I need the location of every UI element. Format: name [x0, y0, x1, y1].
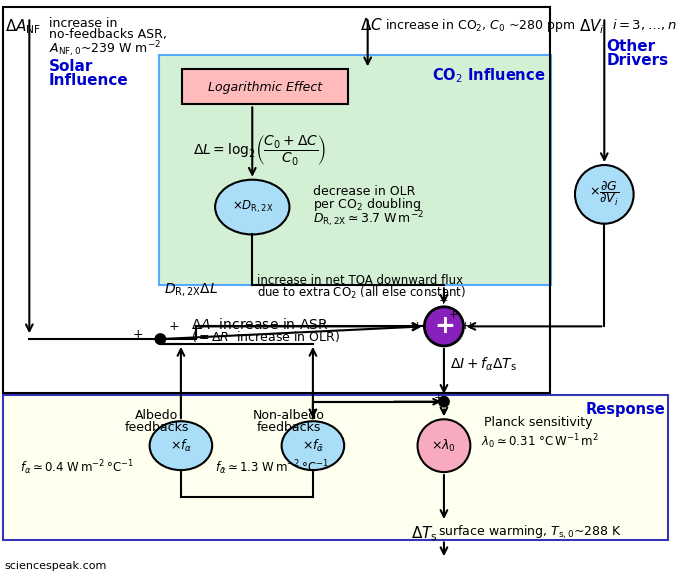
Text: $D_{\rm R,2X}\simeq3.7\ \rm W\,m^{-2}$: $D_{\rm R,2X}\simeq3.7\ \rm W\,m^{-2}$ [313, 209, 424, 229]
Text: $\lambda_0\simeq0.31\ \rm °C\,W^{-1}\,m^2$: $\lambda_0\simeq0.31\ \rm °C\,W^{-1}\,m^… [481, 432, 599, 450]
Text: Response: Response [585, 401, 665, 416]
Text: $\times\lambda_0$: $\times\lambda_0$ [431, 438, 456, 454]
Text: $\Delta A$  increase in ASR: $\Delta A$ increase in ASR [191, 317, 328, 332]
Text: Logarithmic Effect: Logarithmic Effect [208, 81, 322, 94]
Circle shape [424, 307, 464, 346]
Text: CO$_2$ Influence: CO$_2$ Influence [432, 66, 546, 85]
Circle shape [418, 419, 471, 472]
FancyBboxPatch shape [3, 395, 668, 540]
Text: +: + [449, 310, 458, 320]
Text: Drivers: Drivers [606, 52, 668, 67]
Circle shape [155, 334, 165, 344]
Text: $\Delta I + f_\alpha\Delta T_{\rm s}$: $\Delta I + f_\alpha\Delta T_{\rm s}$ [450, 356, 517, 373]
Text: surface warming, $T_{\rm s,0}$~288 K: surface warming, $T_{\rm s,0}$~288 K [438, 524, 622, 541]
Text: feedbacks: feedbacks [256, 421, 321, 434]
Text: $f_\alpha\simeq0.4\ \rm W\,m^{-2}\,°C^{-1}$: $f_\alpha\simeq0.4\ \rm W\,m^{-2}\,°C^{-… [19, 458, 133, 477]
Text: +: + [460, 321, 470, 332]
Circle shape [575, 165, 634, 223]
Text: sciencespeak.com: sciencespeak.com [5, 561, 107, 571]
Text: $(=\Delta R$  increase in OLR): $(=\Delta R$ increase in OLR) [191, 329, 340, 344]
Text: $\times\dfrac{\partial G}{\partial V_i}$: $\times\dfrac{\partial G}{\partial V_i}$ [589, 180, 619, 209]
Text: due to extra CO$_2$ (all else constant): due to extra CO$_2$ (all else constant) [257, 285, 466, 301]
Text: decrease in OLR: decrease in OLR [313, 184, 416, 198]
Text: $\times f_\alpha$: $\times f_\alpha$ [170, 438, 192, 454]
Text: +: + [439, 296, 449, 306]
Text: $\Delta V_i$: $\Delta V_i$ [579, 17, 605, 36]
FancyBboxPatch shape [182, 69, 348, 104]
FancyBboxPatch shape [160, 55, 550, 285]
Text: $\times D_{\rm R,2X}$: $\times D_{\rm R,2X}$ [232, 199, 273, 215]
Text: $f_{\bar\alpha}\simeq1.3\ \rm W\,m^{-2}\,°C^{-1}$: $f_{\bar\alpha}\simeq1.3\ \rm W\,m^{-2}\… [215, 458, 329, 477]
Text: no-feedbacks ASR,: no-feedbacks ASR, [49, 28, 166, 41]
Text: $\mathbf{+}$: $\mathbf{+}$ [434, 314, 454, 338]
Ellipse shape [149, 421, 212, 470]
Text: $\Delta T_{\rm s}$: $\Delta T_{\rm s}$ [411, 524, 438, 543]
Text: +: + [466, 321, 475, 331]
Text: $\Delta L = \log_2\!\left(\dfrac{C_0+\Delta C}{C_0}\right)$: $\Delta L = \log_2\!\left(\dfrac{C_0+\De… [193, 133, 326, 167]
Text: $i=3,\ldots,n$: $i=3,\ldots,n$ [612, 17, 677, 32]
Text: feedbacks: feedbacks [125, 421, 189, 434]
Text: Planck sensitivity: Planck sensitivity [484, 416, 592, 429]
Text: +: + [168, 320, 179, 334]
Text: $D_{\rm R,2X}\Delta L$: $D_{\rm R,2X}\Delta L$ [164, 282, 218, 298]
Text: $A_{\rm NF,0}$~239 W m$^{-2}$: $A_{\rm NF,0}$~239 W m$^{-2}$ [49, 39, 161, 59]
Text: Non-albedo: Non-albedo [252, 410, 325, 422]
Ellipse shape [215, 180, 290, 234]
Text: +: + [133, 328, 144, 340]
Text: increase in: increase in [49, 17, 117, 31]
Text: $\Delta A_{\rm NF}$: $\Delta A_{\rm NF}$ [5, 17, 41, 36]
Text: $\Delta C$: $\Delta C$ [360, 17, 383, 33]
Text: +: + [434, 393, 444, 403]
Text: Other: Other [606, 39, 656, 54]
Text: Solar: Solar [49, 59, 94, 74]
Text: per CO$_2$ doubling: per CO$_2$ doubling [313, 196, 422, 213]
Circle shape [439, 397, 449, 407]
Text: +: + [413, 321, 422, 331]
Text: $\times f_{\bar\alpha}$: $\times f_{\bar\alpha}$ [301, 438, 324, 454]
Ellipse shape [281, 421, 344, 470]
Text: increase in net TOA downward flux: increase in net TOA downward flux [257, 274, 463, 287]
Text: Influence: Influence [49, 73, 129, 88]
Text: increase in CO$_2$, $C_0$ ~280 ppm: increase in CO$_2$, $C_0$ ~280 ppm [385, 17, 576, 35]
Text: Albedo: Albedo [135, 410, 178, 422]
